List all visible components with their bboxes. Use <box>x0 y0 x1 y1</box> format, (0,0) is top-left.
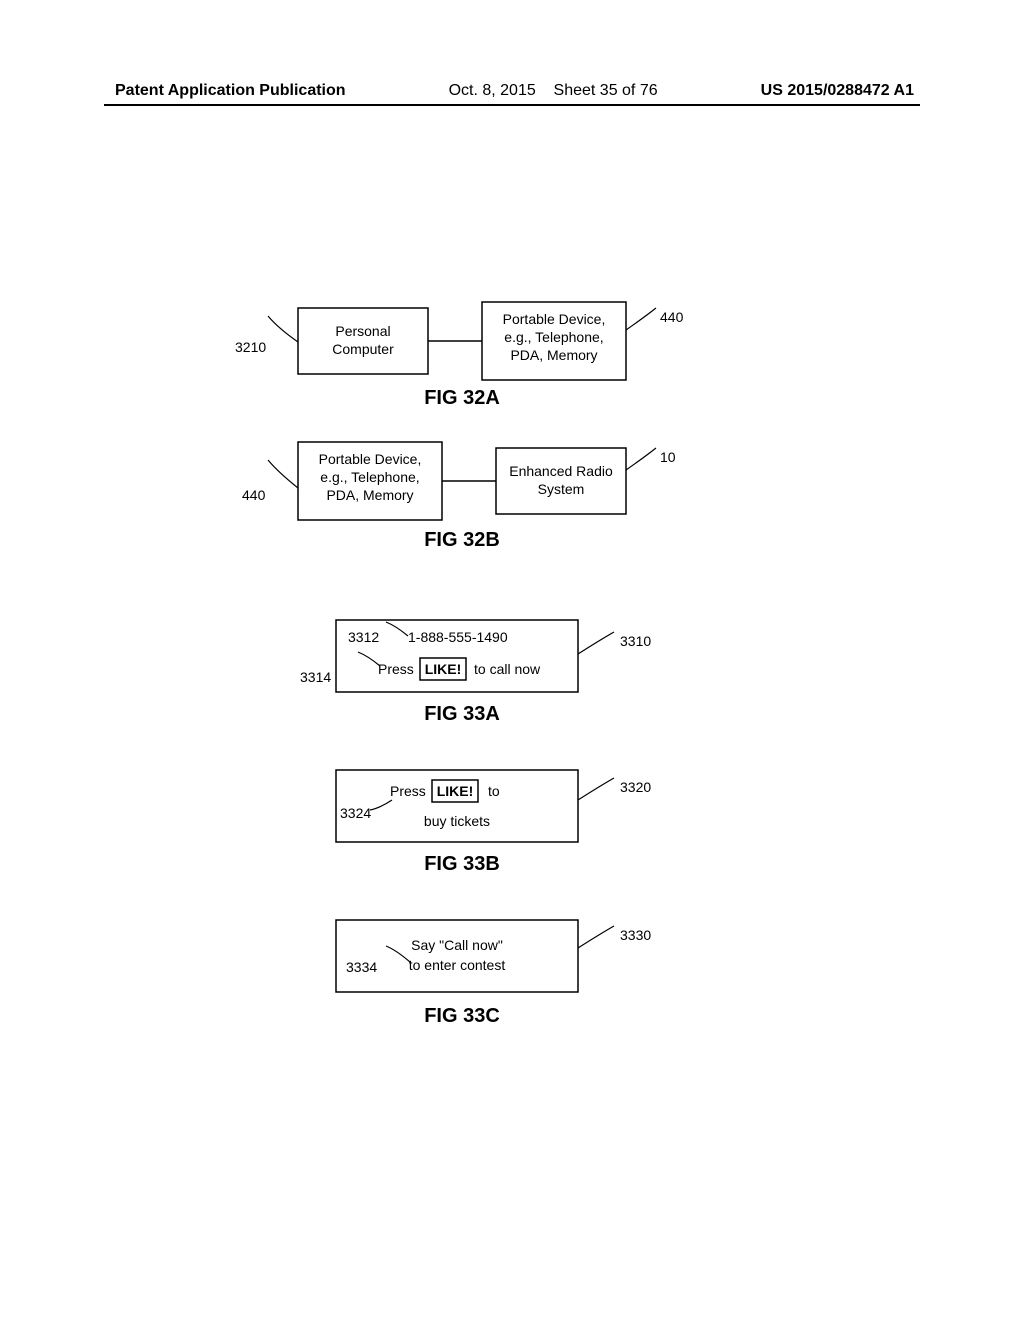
fig33b-box-lead <box>578 778 614 800</box>
header-center: Oct. 8, 2015 Sheet 35 of 76 <box>449 82 658 100</box>
fig33b-press: Press <box>390 783 426 799</box>
fig33a-box-ref: 3310 <box>620 633 651 649</box>
fig32a-right-line3: PDA, Memory <box>510 347 597 363</box>
fig33a-press-ref: 3314 <box>300 669 331 685</box>
fig33a-box-lead <box>578 632 614 654</box>
fig32b-right-ref: 10 <box>660 449 676 465</box>
patent-page: Patent Application Publication Oct. 8, 2… <box>0 0 1024 1320</box>
fig32a-left-ref: 3210 <box>235 339 266 355</box>
fig33c-line2: to enter contest <box>409 957 506 973</box>
header-left: Patent Application Publication <box>115 82 346 100</box>
fig32a-left-line1: Personal <box>335 323 390 339</box>
header-rule <box>104 104 920 106</box>
fig33a-phone-ref: 3312 <box>348 629 379 645</box>
fig-32b: Portable Device, e.g., Telephone, PDA, M… <box>242 442 676 551</box>
fig32b-left-line3: PDA, Memory <box>326 487 413 503</box>
fig33c-box-lead <box>578 926 614 948</box>
fig32a-left-line2: Computer <box>332 341 394 357</box>
fig33a-like: LIKE! <box>425 661 462 677</box>
fig33b-press-ref: 3324 <box>340 805 371 821</box>
fig33a-tail: to call now <box>474 661 541 677</box>
fig33c-box-ref: 3330 <box>620 927 651 943</box>
fig32a-label: FIG 32A <box>424 387 500 409</box>
figures-svg: Personal Computer Portable Device, e.g.,… <box>0 270 1024 1170</box>
fig-32a: Personal Computer Portable Device, e.g.,… <box>235 302 684 409</box>
fig-33a: 1-888-555-1490 3312 Press LIKE! to call … <box>300 620 651 725</box>
header-date: Oct. 8, 2015 <box>449 82 536 99</box>
fig33b-like: LIKE! <box>437 783 474 799</box>
fig-33b: Press LIKE! to buy tickets 3324 3320 FIG… <box>336 770 651 875</box>
fig32a-left-lead <box>268 316 298 342</box>
fig33a-phone: 1-888-555-1490 <box>408 629 508 645</box>
fig32b-label: FIG 32B <box>424 529 500 551</box>
page-header: Patent Application Publication Oct. 8, 2… <box>0 82 1024 100</box>
fig33a-press-lead <box>358 652 380 666</box>
fig32a-right-lead <box>626 308 656 330</box>
fig33c-line1: Say "Call now" <box>411 937 503 953</box>
fig33a-label: FIG 33A <box>424 703 500 725</box>
fig33b-box-ref: 3320 <box>620 779 651 795</box>
fig32b-left-line1: Portable Device, <box>319 451 422 467</box>
header-right: US 2015/0288472 A1 <box>761 82 914 100</box>
fig33b-label: FIG 33B <box>424 853 500 875</box>
fig33b-press-lead <box>370 800 392 810</box>
fig32b-left-line2: e.g., Telephone, <box>320 469 419 485</box>
fig33b-to: to <box>488 783 500 799</box>
figures-area: Personal Computer Portable Device, e.g.,… <box>0 270 1024 1170</box>
fig33b-buy: buy tickets <box>424 813 490 829</box>
fig33c-text-ref: 3334 <box>346 959 377 975</box>
fig-33c: Say "Call now" to enter contest 3334 333… <box>336 920 651 1027</box>
header-sheet: Sheet 35 of 76 <box>554 82 658 99</box>
fig33b-box <box>336 770 578 842</box>
fig32b-right-line1: Enhanced Radio <box>509 463 613 479</box>
fig32b-right-line2: System <box>538 481 585 497</box>
fig33a-phone-lead <box>386 622 408 636</box>
fig32b-left-ref: 440 <box>242 487 266 503</box>
fig32a-right-line1: Portable Device, <box>503 311 606 327</box>
fig32b-right-lead <box>626 448 656 470</box>
fig33a-press: Press <box>378 661 414 677</box>
fig32b-left-lead <box>268 460 298 488</box>
fig33c-text-lead <box>386 946 410 962</box>
fig32a-right-line2: e.g., Telephone, <box>504 329 603 345</box>
fig32a-right-ref: 440 <box>660 309 684 325</box>
fig33c-label: FIG 33C <box>424 1005 500 1027</box>
fig33c-box <box>336 920 578 992</box>
